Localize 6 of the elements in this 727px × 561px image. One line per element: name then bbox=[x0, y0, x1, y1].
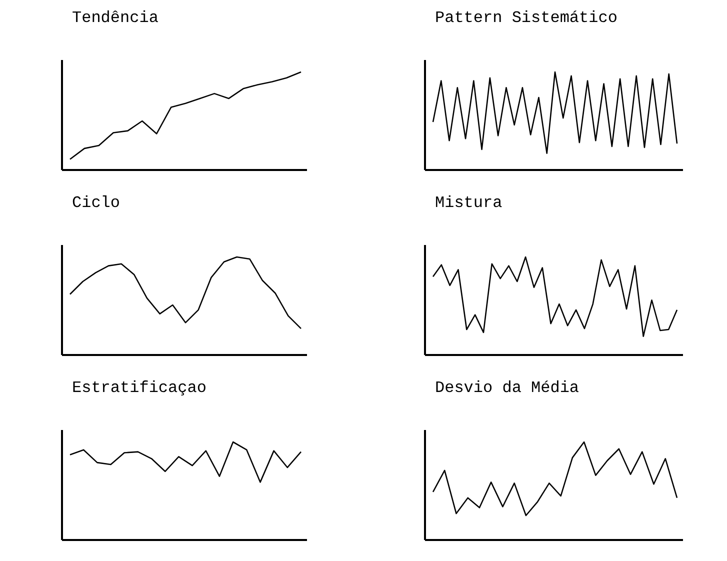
chart-title: Mistura bbox=[435, 194, 503, 212]
chart-title: Ciclo bbox=[72, 194, 120, 212]
chart-title: Desvio da Média bbox=[435, 379, 580, 397]
chart-title: Estratificaçao bbox=[72, 379, 206, 397]
chart-title: Tendência bbox=[72, 9, 159, 27]
chart-title: Pattern Sistemático bbox=[435, 9, 618, 27]
